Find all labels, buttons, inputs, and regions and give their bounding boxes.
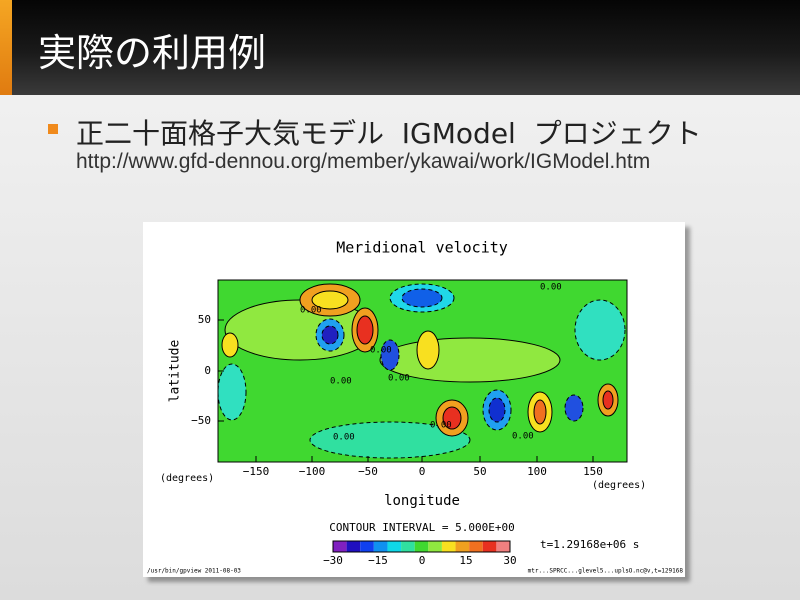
contour-label: 0.00 <box>540 283 562 293</box>
footer-left: /usr/bin/gpview 2011-08-03 <box>147 568 241 575</box>
contour-label: 0.00 <box>300 306 322 316</box>
colorbar-cell <box>373 541 388 552</box>
contour-label: 0.00 <box>512 432 534 442</box>
colorbar-cell <box>387 541 402 552</box>
contour-label: 0.00 <box>388 374 410 384</box>
x-tick-label: 100 <box>527 465 547 478</box>
x-tick-label: 150 <box>583 465 603 478</box>
x-tick-label: −100 <box>299 465 326 478</box>
plot-title: Meridional velocity <box>336 239 508 257</box>
contour-interval: CONTOUR INTERVAL = 5.000E+00 <box>329 521 514 534</box>
contour-field <box>218 280 627 462</box>
bullet-url: http://www.gfd-dennou.org/member/ykawai/… <box>76 150 651 173</box>
colorbar-cell <box>428 541 442 552</box>
contour-label: 0.00 <box>333 433 355 443</box>
colorbar-tick-label: 15 <box>459 554 472 567</box>
colorbar-cell <box>414 541 429 552</box>
colorbar-tick-label: 30 <box>503 554 516 567</box>
colorbar-tick-label: 0 <box>419 554 426 567</box>
colorbar-cell <box>360 541 374 552</box>
slide-title: 実際の利用例 <box>38 31 267 75</box>
y-tick-label: 0 <box>204 364 211 377</box>
footer-right: mtr...SPRCC...glevel5...uplsO.nc@v,t=129… <box>528 568 684 575</box>
contour-label: 0.00 <box>330 377 352 387</box>
x-tick-label: −150 <box>243 465 270 478</box>
y-axis-label: latitude <box>168 340 183 403</box>
colorbar-tick-label: −15 <box>368 554 388 567</box>
time-label: t=1.29168e+06 s <box>540 538 639 551</box>
colorbar-cell <box>469 541 483 552</box>
accent-bar <box>0 0 12 95</box>
colorbar-cell <box>441 541 456 552</box>
y-tick-label: 50 <box>198 313 211 326</box>
contour-label: 0.00 <box>430 421 452 431</box>
x-tick-label: 50 <box>473 465 486 478</box>
bullet-marker <box>48 124 58 134</box>
contour-label: 0.00 <box>370 346 392 356</box>
figure: Meridional velocity 0.00 0.00 0.00 0.00 0.00… <box>143 222 685 577</box>
x-unit: (degrees) <box>592 480 646 491</box>
colorbar-frame <box>332 540 511 553</box>
y-tick-label: −50 <box>191 414 211 427</box>
bullet-text: 正二十面格子大気モデル IGModel プロジェクト <box>76 117 702 150</box>
colorbar-cell <box>455 541 470 552</box>
x-axis-label: longitude <box>384 493 460 509</box>
colorbar-cell <box>333 541 347 552</box>
colorbar-cell <box>401 541 415 552</box>
y-unit: (degrees) <box>160 473 214 484</box>
x-tick-label: −50 <box>358 465 378 478</box>
colorbar-cell <box>346 541 361 552</box>
colorbar-cell <box>496 541 510 552</box>
colorbar-cell <box>482 541 497 552</box>
x-tick-label: 0 <box>419 465 426 478</box>
header-bar <box>0 0 800 95</box>
colorbar-tick-label: −30 <box>323 554 343 567</box>
